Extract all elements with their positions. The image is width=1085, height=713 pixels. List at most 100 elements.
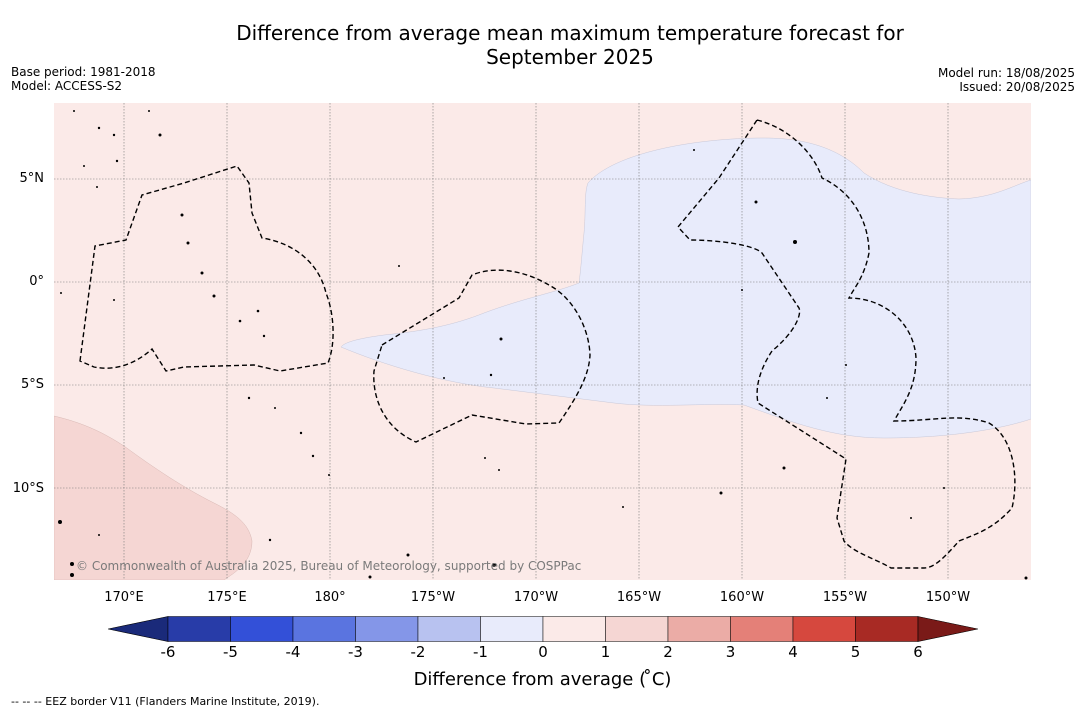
colorbar-tick-label: -3 (348, 643, 363, 661)
lon-label-150w: 150°W (925, 590, 971, 605)
island (484, 457, 486, 459)
colorbar-segment (230, 616, 294, 642)
island (238, 319, 242, 323)
island (826, 397, 828, 399)
island (83, 165, 85, 167)
island (845, 364, 847, 366)
lat-label-5n: 5°N (19, 171, 45, 186)
island (60, 292, 62, 294)
model-name-text: Model: ACCESS-S2 (11, 79, 123, 93)
island (112, 133, 116, 137)
colorbar-segment (417, 616, 481, 642)
lat-label-5s: 5°S (20, 377, 44, 392)
island (492, 563, 496, 567)
island (782, 466, 786, 470)
colorbar-tick-label: -1 (473, 643, 488, 661)
colorbar-segment (792, 616, 856, 642)
colorbar-segment (292, 616, 356, 642)
colorbar-tick-label: 3 (725, 643, 736, 661)
lon-label-170e: 170°E (104, 590, 144, 605)
island (148, 110, 150, 112)
eez-borders (79, 119, 1016, 569)
island (97, 126, 101, 130)
island (158, 133, 162, 137)
island (98, 534, 100, 536)
eez-legend-note: -- -- -- EEZ border V11 (Flanders Marine… (11, 695, 320, 708)
run-info: Model run: 18/08/2025 Issued: 20/08/2025 (938, 66, 1075, 94)
colorbar-segment (667, 616, 731, 642)
lon-label-165w: 165°W (616, 590, 662, 605)
island (73, 110, 75, 112)
colorbar-extend-low (107, 616, 169, 642)
lat-label-10s: 10°S (12, 481, 44, 496)
island (247, 396, 251, 400)
graticule (54, 103, 1031, 580)
region-negative-one-to-zero (340, 137, 1031, 439)
island (1024, 576, 1028, 580)
model-run-text: Model run: 18/08/2025 (937, 66, 1075, 80)
island (256, 309, 260, 313)
island (113, 299, 115, 301)
title-line-1: Difference from average mean maximum tem… (236, 21, 904, 45)
island (186, 241, 190, 245)
lon-label-170w: 170°W (513, 590, 559, 605)
colorbar-extend-high (917, 616, 979, 642)
lon-label-180: 180° (314, 590, 346, 605)
title-line-2: September 2025 (486, 45, 654, 69)
island (943, 487, 945, 489)
island (299, 431, 303, 435)
colorbar (107, 616, 979, 642)
island (311, 454, 315, 458)
island (180, 213, 184, 217)
colorbar-segment (355, 616, 419, 642)
lon-label-160w: 160°W (719, 590, 765, 605)
island (499, 337, 503, 341)
island (489, 373, 493, 377)
colorbar-tick-label: -4 (285, 643, 301, 661)
eez-border-east (677, 119, 1016, 569)
colorbar-tick-label: -6 (160, 643, 176, 661)
colorbar-segment (730, 616, 794, 642)
lon-label-155w: 155°W (822, 590, 868, 605)
colorbar-segment (605, 616, 669, 642)
island (274, 407, 276, 409)
colorbar-tick-label: 0 (538, 643, 548, 661)
colorbar-tick-label: 6 (913, 643, 923, 661)
island (58, 520, 62, 524)
forecast-map: © Commonwealth of Australia 2025, Bureau… (54, 103, 1031, 580)
island (70, 562, 74, 566)
island (200, 271, 204, 275)
eez-border-west (79, 165, 334, 372)
lon-label-175w: 175°W (410, 590, 456, 605)
colorbar-tick-label: 4 (788, 643, 798, 661)
island (741, 289, 743, 291)
colorbar-segment (855, 616, 919, 642)
colorbar-tick-label: 5 (850, 643, 861, 661)
issued-date-text: Issued: 20/08/2025 (959, 80, 1075, 94)
island (212, 294, 216, 298)
island (398, 265, 400, 267)
map-title: Difference from average mean maximum tem… (0, 21, 1085, 69)
island (328, 474, 330, 476)
island (268, 538, 272, 542)
island (96, 186, 98, 188)
colorbar-tick-label: 1 (600, 643, 611, 661)
map-canvas (54, 103, 1031, 580)
lon-label-175e: 175°E (207, 590, 247, 605)
colorbar-tick-label: 2 (663, 643, 673, 661)
colorbar-segment (480, 616, 544, 642)
island (793, 240, 797, 244)
island (262, 334, 266, 338)
region-one-to-two (54, 415, 253, 580)
colorbar-tick-label: -5 (223, 643, 238, 661)
island (115, 159, 119, 163)
colorbar-label: Difference from average ( ̊C) (413, 669, 672, 690)
copyright-notice: © Commonwealth of Australia 2025, Bureau… (76, 559, 582, 573)
islands (58, 110, 1028, 580)
colorbar-segment (167, 616, 231, 642)
base-period-text: Base period: 1981-2018 (11, 65, 156, 79)
island (622, 506, 624, 508)
colorbar-segment (542, 616, 606, 642)
model-info: Base period: 1981-2018 Model: ACCESS-S2 (11, 65, 156, 93)
island (719, 491, 723, 495)
